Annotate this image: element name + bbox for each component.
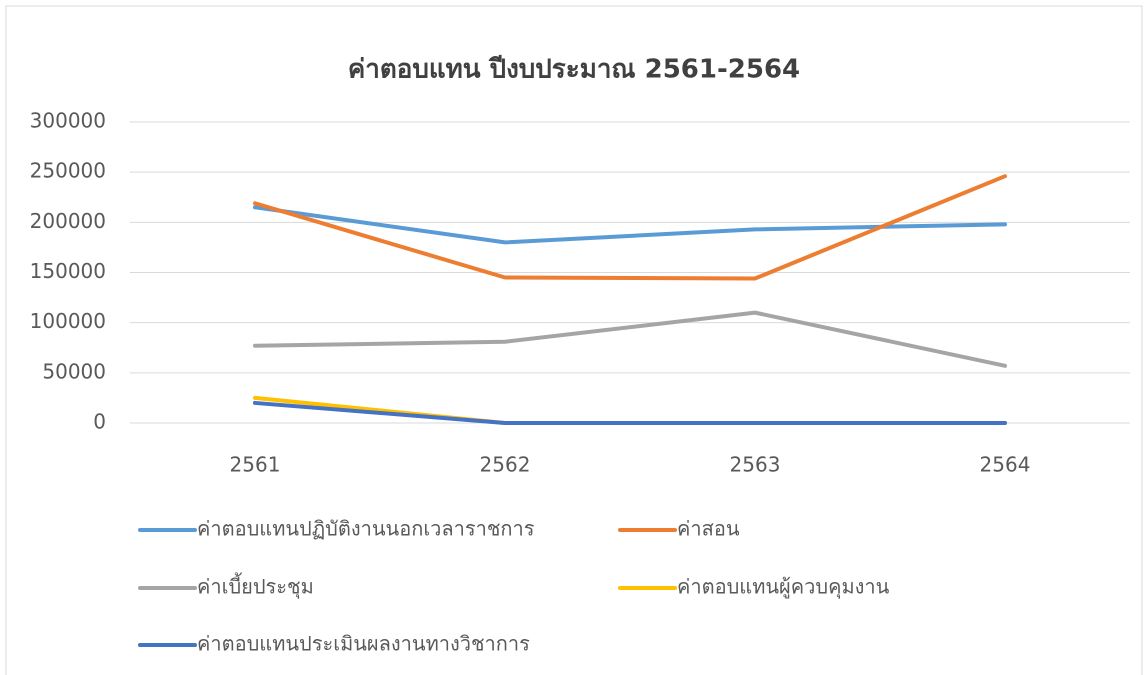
chart-frame <box>5 5 1143 675</box>
legend-label: ค่าตอบแทนประเมินผลงานทางวิชาการ <box>197 632 530 656</box>
y-tick-label: 50000 <box>42 359 106 383</box>
x-tick-label: 2562 <box>480 453 531 477</box>
series-line <box>253 400 1007 425</box>
legend-label: ค่าเบี้ยประชุม <box>197 573 314 600</box>
y-tick-label: 150000 <box>30 259 106 283</box>
y-tick-label: 200000 <box>30 209 106 233</box>
x-tick-label: 2561 <box>230 453 281 477</box>
y-tick-label: 100000 <box>30 309 106 333</box>
chart-title: ค่าตอบแทน ปีงบประมาณ 2561-2564 <box>348 55 800 85</box>
y-tick-label: 0 <box>93 410 106 434</box>
series-line <box>253 310 1007 368</box>
x-tick-label: 2564 <box>980 453 1031 477</box>
series-line <box>253 174 1007 281</box>
legend-label: ค่าตอบแทนผู้ควบคุมงาน <box>677 575 890 600</box>
x-tick-label: 2563 <box>730 453 781 477</box>
legend-label: ค่าสอน <box>677 517 740 541</box>
y-tick-label: 300000 <box>30 109 106 133</box>
legend-label: ค่าตอบแทนปฏิบัติงานนอกเวลาราชการ <box>197 517 535 541</box>
y-tick-label: 250000 <box>30 159 106 183</box>
